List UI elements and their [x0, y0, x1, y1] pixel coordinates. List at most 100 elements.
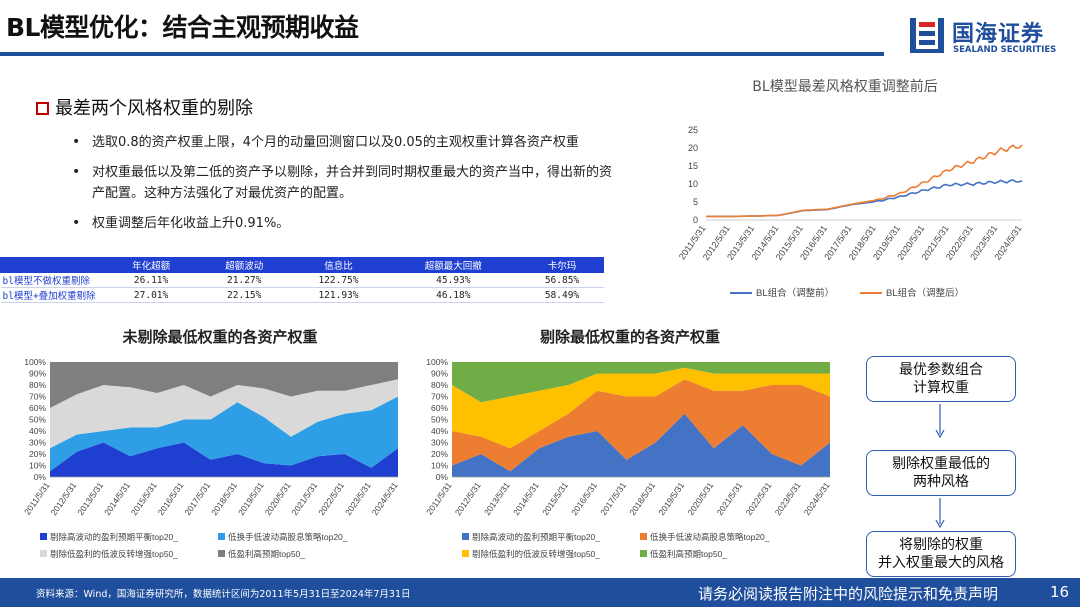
company-logo: 国海证券 SEALAND SECURITIES — [908, 14, 1068, 60]
footer-source: 资料来源：Wind，国海证券研究所，数据统计区间为2011年5月31日至2024… — [36, 589, 411, 600]
legend-swatch — [462, 533, 469, 540]
legend-swatch — [218, 550, 225, 557]
page-number: 16 — [1050, 583, 1070, 601]
legend-swatch — [40, 533, 47, 540]
flow-arrows — [935, 404, 945, 529]
flow-arrow-head — [935, 429, 945, 439]
x-tick-label: 2023/5/31 — [773, 480, 803, 517]
y-tick-label: 50% — [431, 415, 448, 425]
section-heading: 最差两个风格权重的剔除 — [36, 94, 253, 120]
x-tick-label: 2022/5/31 — [744, 480, 774, 517]
page-title: BL模型优化：结合主观预期收益 — [6, 13, 359, 42]
bullet-list: 选取0.8的资产权重上限，4个月的动量回测窗口以及0.05的主观权重计算各资产权… — [72, 132, 612, 243]
table-cell: 121.93% — [290, 287, 387, 303]
table-row: bl模型不做权重剔除 26.11% 21.27% 122.75% 45.93% … — [0, 272, 604, 288]
y-tick-label: 20 — [688, 143, 698, 153]
x-tick-label: 2015/5/31 — [540, 480, 570, 517]
line-chart: 05101520252011/5/312012/5/312013/5/31201… — [677, 125, 1024, 299]
x-tick-label: 2018/5/31 — [627, 480, 657, 517]
logo-cn-text: 国海证券 — [952, 22, 1045, 47]
x-tick-label: 2011/5/31 — [424, 480, 454, 516]
y-tick-label: 30% — [431, 438, 448, 448]
series-area — [452, 379, 830, 472]
y-tick-label: 100% — [426, 357, 448, 367]
row-label: bl模型+叠加权重剔除 — [0, 287, 105, 303]
footer-bar — [0, 578, 1080, 607]
table-row: bl模型+叠加权重剔除 27.01% 22.15% 121.93% 46.18%… — [0, 287, 604, 303]
flow-arrow-head — [935, 519, 945, 529]
square-bullet-icon — [36, 102, 49, 115]
legend-label: 低换手低波动高股息策略top20_ — [228, 532, 348, 542]
y-tick-label: 0% — [436, 472, 449, 482]
flow-box-remove-lowest: 剔除权重最低的 两种风格 — [866, 450, 1016, 496]
x-tick-label: 2024/5/31 — [802, 480, 832, 517]
legend-label: 剔除高波动的盈利预期平衡top20_ — [472, 532, 600, 542]
footer-disclaimer: 请务必阅读报告附注中的风险提示和免责声明 — [698, 585, 999, 603]
y-tick-label: 10 — [688, 179, 698, 189]
table-cell: 58.49% — [520, 287, 604, 303]
x-tick-label: 2021/5/31 — [715, 480, 745, 517]
y-tick-label: 50% — [29, 415, 46, 425]
series-area — [50, 362, 398, 408]
bullet-item: 对权重最低以及第二低的资产予以剔除，并合并到同时期权重最大的资产当中，得出新的资… — [72, 162, 612, 204]
table-header-cell — [0, 257, 105, 273]
legend-label: 剔除低盈利的低波反转增强top50_ — [50, 549, 178, 559]
y-tick-label: 10% — [29, 461, 46, 471]
y-tick-label: 80% — [29, 380, 46, 390]
x-tick-label: 2017/5/31 — [598, 480, 628, 517]
series-area — [50, 442, 398, 477]
x-tick-label: 2019/5/31 — [656, 480, 686, 517]
y-tick-label: 0 — [693, 215, 698, 225]
y-tick-label: 80% — [431, 380, 448, 390]
x-tick-label: 2014/5/31 — [511, 480, 541, 517]
y-tick-label: 0% — [34, 472, 47, 482]
y-tick-label: 60% — [431, 403, 448, 413]
flow-box-merge-weights: 将剔除的权重 并入权重最大的风格 — [866, 531, 1016, 577]
y-tick-label: 70% — [29, 392, 46, 402]
y-tick-label: 15 — [688, 161, 698, 171]
series-area — [50, 379, 398, 449]
y-tick-label: 90% — [431, 369, 448, 379]
legend-swatch — [462, 550, 469, 557]
table-cell: 26.11% — [104, 272, 198, 288]
y-tick-label: 10% — [431, 461, 448, 471]
series-area — [50, 396, 398, 472]
area-chart-2-title: 剔除最低权重的各资产权重 — [539, 328, 720, 346]
x-tick-label: 2016/5/31 — [569, 480, 599, 517]
table-header-cell: 超额最大回撤 — [385, 257, 521, 273]
logo-en-text: SEALAND SECURITIES — [953, 45, 1057, 55]
flow-box-optimal-params: 最优参数组合 计算权重 — [866, 356, 1016, 402]
table-header-cell: 信息比 — [290, 257, 387, 273]
y-tick-label: 20% — [29, 449, 46, 459]
metrics-table: 年化超额 超额波动 信息比 超额最大回撤 卡尔玛 bl模型不做权重剔除 26.1… — [0, 257, 605, 303]
y-tick-label: 40% — [29, 426, 46, 436]
area-chart-1-title: 未剔除最低权重的各资产权重 — [122, 328, 318, 346]
table-header-cell: 卡尔玛 — [519, 257, 605, 273]
row-label: bl模型不做权重剔除 — [0, 272, 105, 288]
line-chart-title: BL模型最差风格权重调整前后 — [752, 79, 938, 95]
y-tick-label: 40% — [431, 426, 448, 436]
legend-label: 剔除高波动的盈利预期平衡top20_ — [50, 532, 178, 542]
series-area — [452, 413, 830, 477]
y-tick-label: 30% — [29, 438, 46, 448]
section-heading-text: 最差两个风格权重的剔除 — [55, 98, 253, 119]
x-tick-label: 2011/5/31 — [22, 480, 52, 516]
y-tick-label: 100% — [24, 357, 46, 367]
y-tick-label: 25 — [688, 125, 698, 135]
series-area — [452, 367, 830, 449]
bullet-item: 选取0.8的资产权重上限，4个月的动量回测窗口以及0.05的主观权重计算各资产权… — [72, 132, 612, 153]
legend-label: 低换手低波动高股息策略top20_ — [650, 532, 770, 542]
table-cell: 22.15% — [197, 287, 291, 303]
stacked-area-chart-after: 0%10% 20%30% 40%50% 60%70% 80%90% 100% 2011/5/… — [424, 357, 832, 559]
table-cell: 46.18% — [386, 287, 521, 303]
x-tick-label: 2012/5/31 — [453, 480, 483, 517]
legend-swatch — [40, 550, 47, 557]
table-cell: 21.27% — [197, 272, 291, 288]
table-header-row: 年化超额 超额波动 信息比 超额最大回撤 卡尔玛 — [0, 257, 605, 273]
legend-label: BL组合（调整后） — [886, 287, 964, 299]
table-cell: 45.93% — [386, 272, 521, 288]
table-cell: 27.01% — [104, 287, 198, 303]
x-tick-label: 2013/5/31 — [482, 480, 512, 517]
table-header-cell: 年化超额 — [103, 257, 199, 273]
title-divider — [0, 52, 884, 56]
